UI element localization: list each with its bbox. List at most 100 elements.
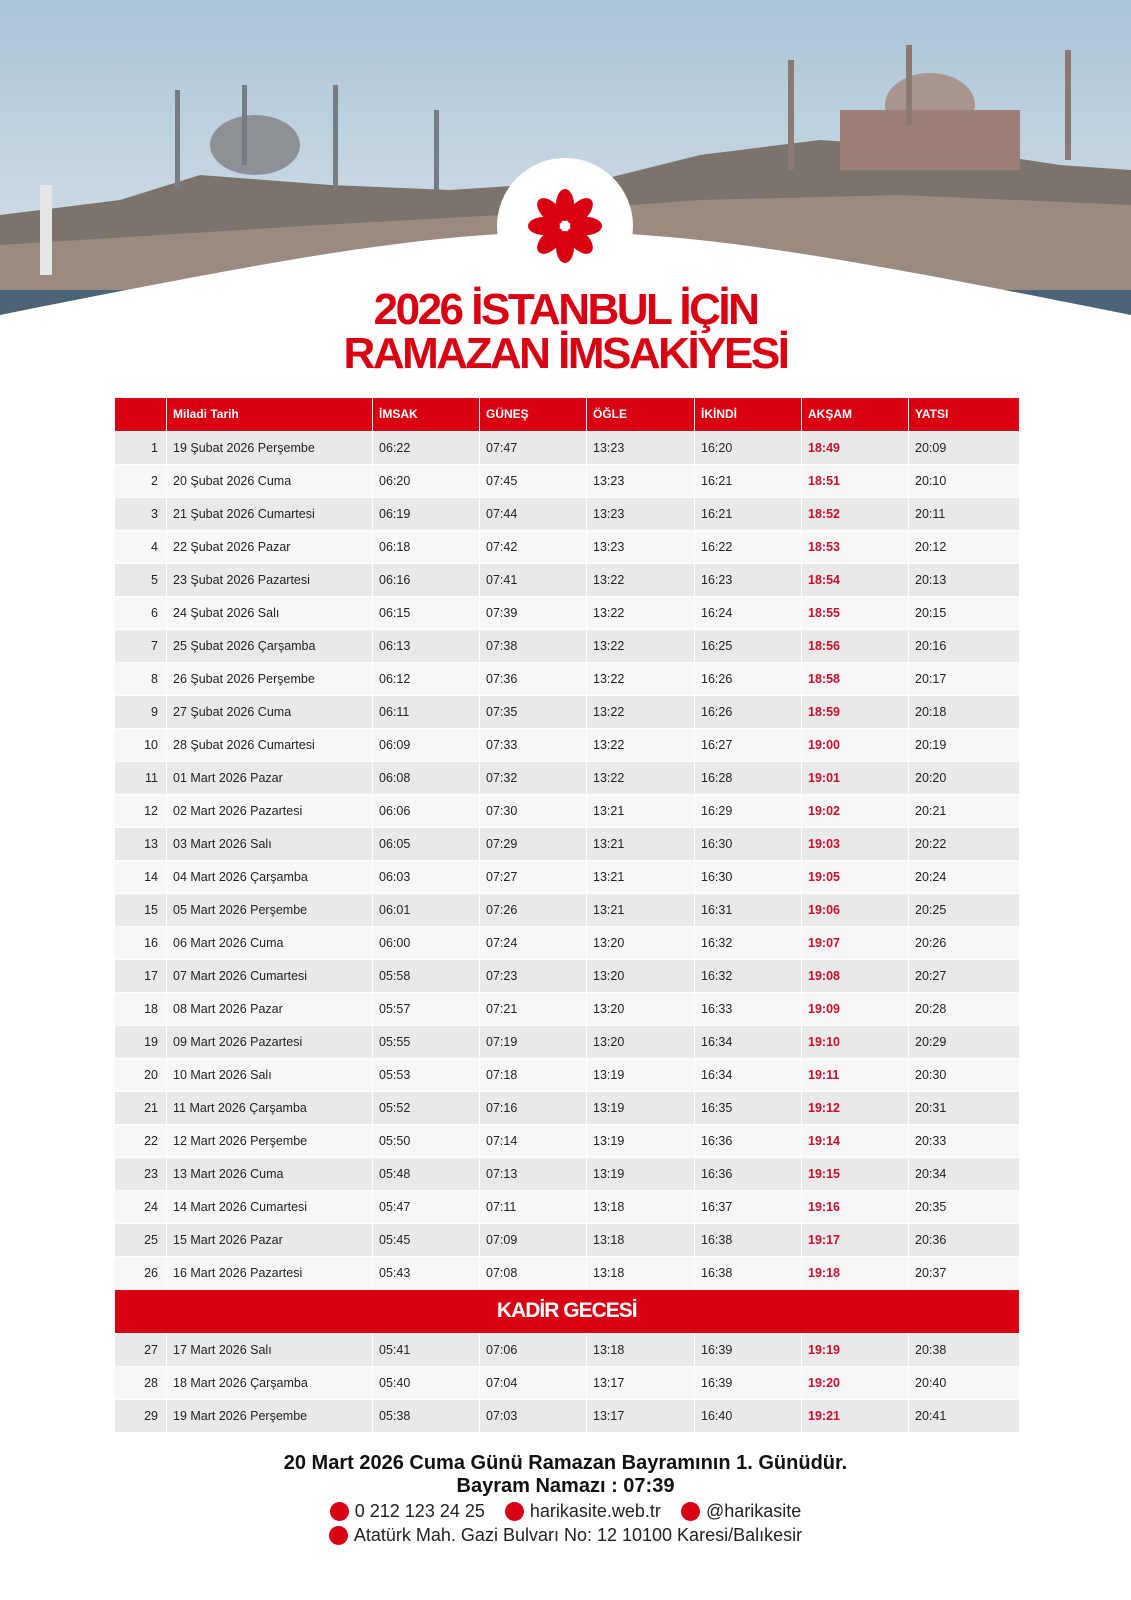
time-cell: 06:01: [372, 893, 480, 927]
footer-address-line: Atatürk Mah. Gazi Bulvarı No: 12 10100 K…: [0, 1525, 1131, 1546]
date-cell: 13 Mart 2026 Cuma: [166, 1157, 373, 1191]
time-cell: 20:21: [908, 794, 1019, 828]
time-cell: 07:23: [479, 959, 587, 993]
phone-icon: [329, 1502, 349, 1521]
time-cell: 16:24: [694, 596, 802, 630]
time-cell: 20:15: [908, 596, 1019, 630]
time-cell: 13:23: [586, 497, 695, 531]
time-cell: 07:21: [479, 992, 587, 1026]
time-cell: 19:05: [801, 860, 909, 894]
time-cell: 19:14: [801, 1124, 909, 1158]
row-number: 12: [114, 794, 167, 828]
time-cell: 13:22: [586, 629, 695, 663]
time-cell: 13:18: [586, 1190, 695, 1224]
time-cell: 07:39: [479, 596, 587, 630]
time-cell: 07:35: [479, 695, 587, 729]
date-cell: 09 Mart 2026 Pazartesi: [166, 1025, 373, 1059]
time-cell: 16:27: [694, 728, 802, 762]
time-cell: 13:22: [586, 596, 695, 630]
header-cell: YATSI: [908, 398, 1019, 432]
time-cell: 07:27: [479, 860, 587, 894]
time-cell: 16:40: [694, 1399, 802, 1433]
time-cell: 07:29: [479, 827, 587, 861]
time-cell: 18:58: [801, 662, 909, 696]
time-cell: 19:06: [801, 893, 909, 927]
time-cell: 20:34: [908, 1157, 1019, 1191]
time-cell: 16:21: [694, 464, 802, 498]
header-row: Miladi Tarih İMSAK GÜNEŞ ÖĞLE İKİNDİ AKŞAM YAT…: [114, 398, 1019, 432]
time-cell: 16:39: [694, 1333, 802, 1367]
time-cell: 18:52: [801, 497, 909, 531]
time-cell: 19:10: [801, 1025, 909, 1059]
row-number: 24: [114, 1190, 167, 1224]
table-row: 15 05 Mart 2026 Perşembe 06:01 07:26 13:21 16…: [114, 893, 1019, 927]
time-cell: 13:20: [586, 959, 695, 993]
time-cell: 19:18: [801, 1256, 909, 1290]
time-cell: 20:29: [908, 1025, 1019, 1059]
time-cell: 16:20: [694, 431, 802, 465]
time-cell: 07:26: [479, 893, 587, 927]
time-cell: 13:22: [586, 761, 695, 795]
time-cell: 19:09: [801, 992, 909, 1026]
time-cell: 07:06: [479, 1333, 587, 1367]
table-row: 4 22 Şubat 2026 Pazar 06:18 07:42 13:23 16:22…: [114, 530, 1019, 564]
table-row: 14 04 Mart 2026 Çarşamba 06:03 07:27 13:21 16…: [114, 860, 1019, 894]
date-cell: 21 Şubat 2026 Cumartesi: [166, 497, 373, 531]
time-cell: 06:03: [372, 860, 480, 894]
time-cell: 13:18: [586, 1256, 695, 1290]
time-cell: 07:14: [479, 1124, 587, 1158]
time-cell: 05:55: [372, 1025, 480, 1059]
row-number: 11: [114, 761, 167, 795]
time-cell: 07:16: [479, 1091, 587, 1125]
row-number: 17: [114, 959, 167, 993]
time-cell: 16:34: [694, 1025, 802, 1059]
time-cell: 19:20: [801, 1366, 909, 1400]
header-cell: ÖĞLE: [586, 398, 695, 432]
table-row: 27 17 Mart 2026 Salı 05:41 07:06 13:18 16:39 1…: [114, 1333, 1019, 1367]
time-cell: 20:38: [908, 1333, 1019, 1367]
table-row: 13 03 Mart 2026 Salı 06:05 07:29 13:21 16:30 1…: [114, 827, 1019, 861]
time-cell: 05:58: [372, 959, 480, 993]
time-cell: 06:05: [372, 827, 480, 861]
time-cell: 16:30: [694, 860, 802, 894]
time-cell: 16:23: [694, 563, 802, 597]
time-cell: 19:15: [801, 1157, 909, 1191]
time-cell: 07:08: [479, 1256, 587, 1290]
time-cell: 06:18: [372, 530, 480, 564]
table-row: 2 20 Şubat 2026 Cuma 06:20 07:45 13:23 16:21 1…: [114, 464, 1019, 498]
time-cell: 20:24: [908, 860, 1019, 894]
time-cell: 19:12: [801, 1091, 909, 1125]
date-cell: 24 Şubat 2026 Salı: [166, 596, 373, 630]
time-cell: 13:17: [586, 1399, 695, 1433]
time-cell: 13:21: [586, 827, 695, 861]
time-cell: 07:47: [479, 431, 587, 465]
time-cell: 07:13: [479, 1157, 587, 1191]
time-cell: 16:25: [694, 629, 802, 663]
time-cell: 18:51: [801, 464, 909, 498]
time-cell: 06:15: [372, 596, 480, 630]
time-cell: 16:30: [694, 827, 802, 861]
time-cell: 07:45: [479, 464, 587, 498]
home-icon: [328, 1526, 348, 1545]
table-row: 25 15 Mart 2026 Pazar 05:45 07:09 13:18 16:38…: [114, 1223, 1019, 1257]
row-number: 29: [114, 1399, 167, 1433]
table-row: 19 09 Mart 2026 Pazartesi 05:55 07:19 13:20 1…: [114, 1025, 1019, 1059]
date-cell: 14 Mart 2026 Cumartesi: [166, 1190, 373, 1224]
time-cell: 20:40: [908, 1366, 1019, 1400]
table-row: 24 14 Mart 2026 Cumartesi 05:47 07:11 13:18 1…: [114, 1190, 1019, 1224]
title-line: 2026 İSTANBUL İÇİN: [373, 285, 760, 334]
time-cell: 18:56: [801, 629, 909, 663]
time-cell: 05:41: [372, 1333, 480, 1367]
time-cell: 20:33: [908, 1124, 1019, 1158]
time-cell: 16:32: [694, 959, 802, 993]
date-cell: 20 Şubat 2026 Cuma: [166, 464, 373, 498]
time-cell: 13:21: [586, 860, 695, 894]
row-number: 9: [114, 695, 167, 729]
time-cell: 13:18: [586, 1223, 695, 1257]
time-cell: 18:54: [801, 563, 909, 597]
social-icon: [680, 1502, 700, 1521]
row-number: 2: [114, 464, 167, 498]
date-cell: 01 Mart 2026 Pazar: [166, 761, 373, 795]
time-cell: 16:34: [694, 1058, 802, 1092]
table-row: 5 23 Şubat 2026 Pazartesi 06:16 07:41 13:22 1…: [114, 563, 1019, 597]
